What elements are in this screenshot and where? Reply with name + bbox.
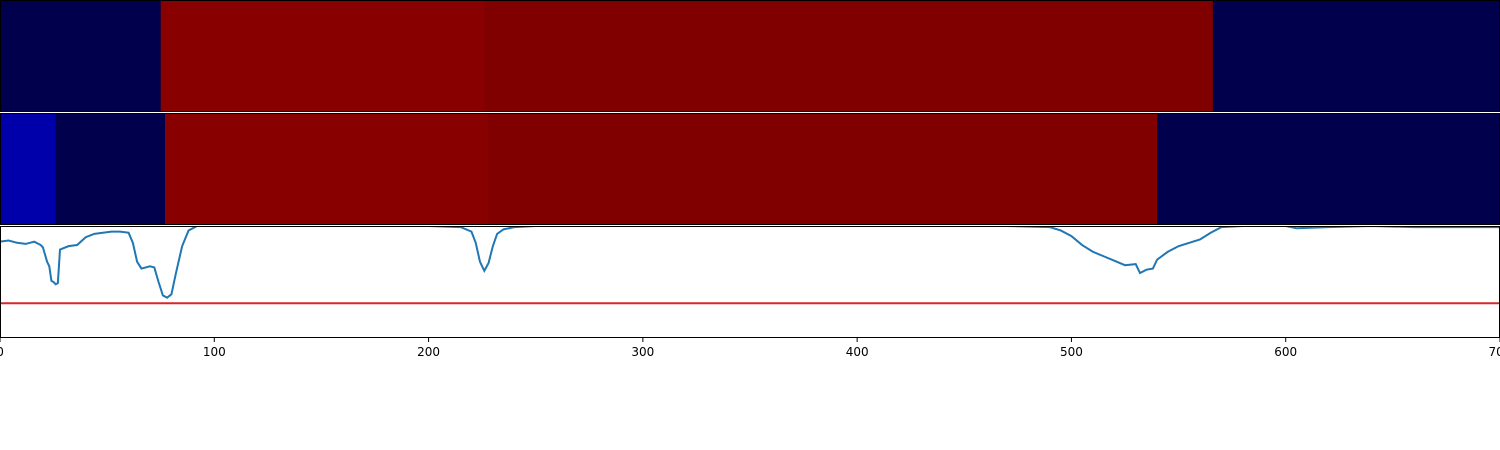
x-tick-label-100: 100 xyxy=(203,345,226,359)
x-tick-label-500: 500 xyxy=(1060,345,1083,359)
series-line xyxy=(0,226,1500,299)
track-1-segment-1 xyxy=(0,0,162,112)
track-2-segment-3 xyxy=(165,113,490,225)
track-2-segment-4 xyxy=(488,113,1158,225)
track-2-segment-2 xyxy=(55,113,166,225)
track-1-segment-3 xyxy=(484,0,1214,112)
x-tick-label-300: 300 xyxy=(631,345,654,359)
heatmap-tracks xyxy=(0,0,1500,225)
x-tick-label-400: 400 xyxy=(846,345,869,359)
x-axis: 0 100 200 300 400 500 600 700 xyxy=(0,338,1500,359)
track-1-segment-2 xyxy=(160,0,485,112)
track-2-segment-1 xyxy=(0,113,57,225)
x-tick-label-200: 200 xyxy=(417,345,440,359)
track-1-segment-4 xyxy=(1212,0,1500,112)
track-2-segment-5 xyxy=(1157,113,1500,225)
line-panel xyxy=(0,226,1500,305)
x-tick-label-600: 600 xyxy=(1274,345,1297,359)
x-tick-label-0: 0 xyxy=(0,345,4,359)
x-tick-label-700: 700 xyxy=(1489,345,1500,359)
panel-frame-3 xyxy=(0,226,1500,338)
